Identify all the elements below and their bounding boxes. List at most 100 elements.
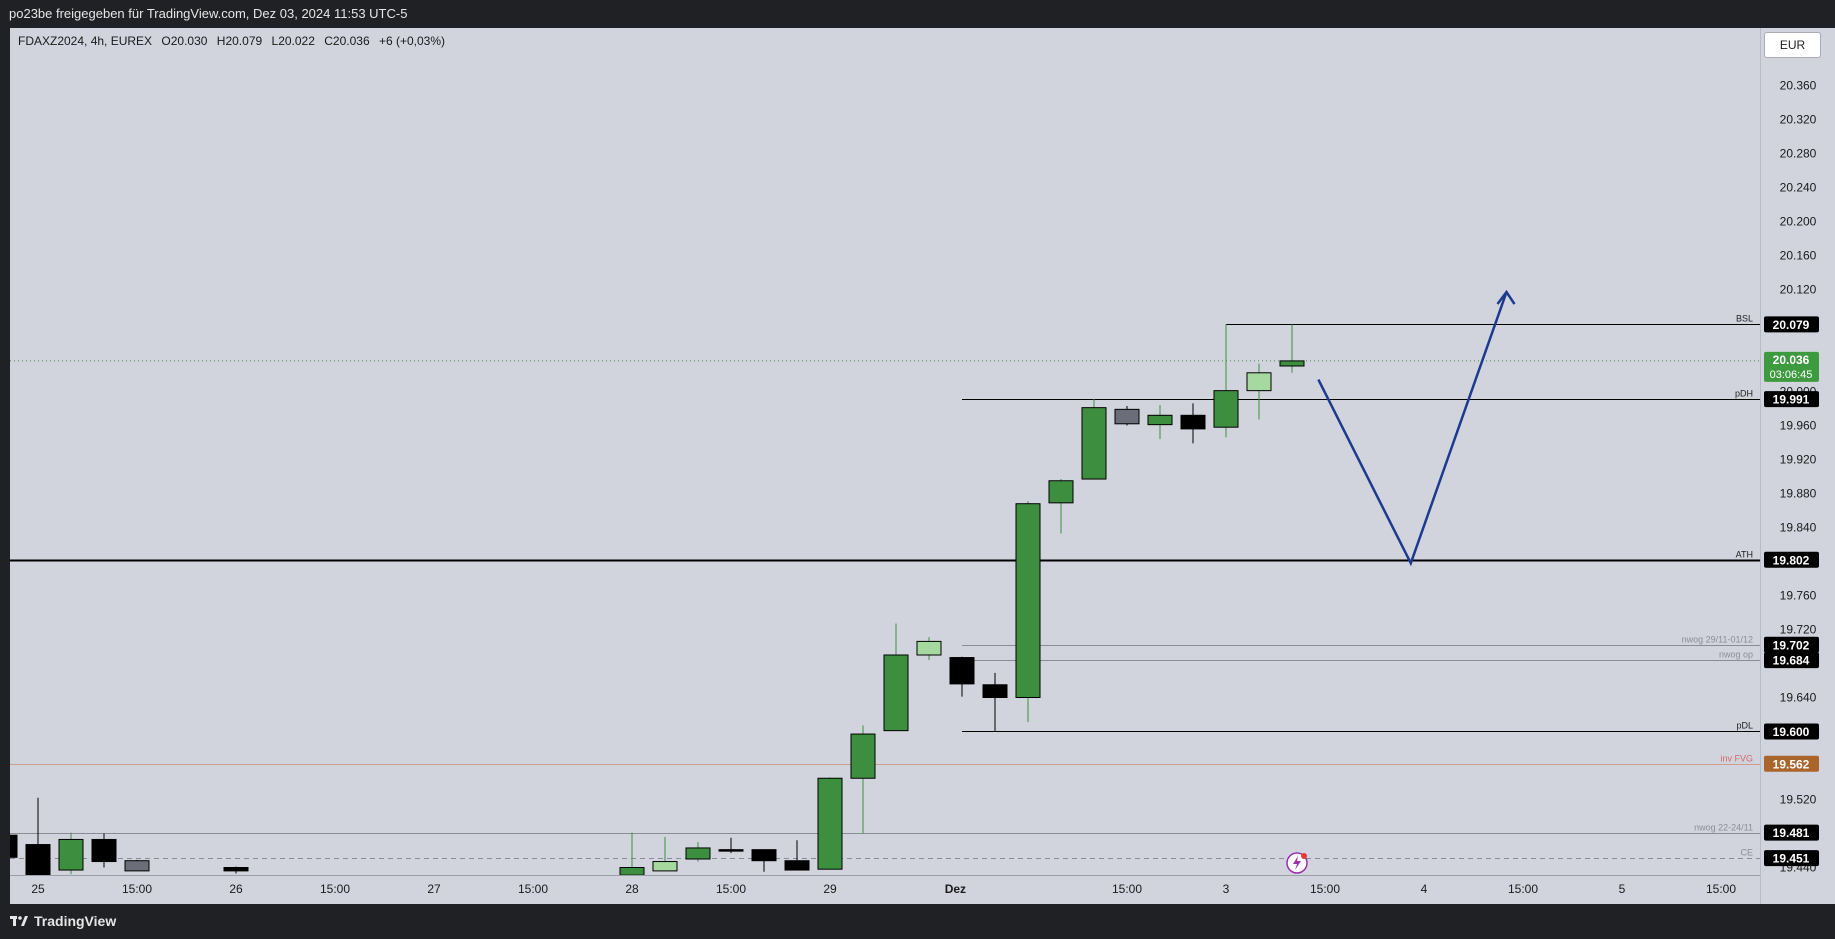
price-tick-label: 20.120 [1780,283,1817,297]
level-price-badge: 20.079 [1773,318,1810,332]
level-price-badge-bg [1764,850,1819,867]
level-label: pDH [1735,389,1753,399]
candle-body [619,867,645,875]
price-tick-label: 20.160 [1780,249,1817,263]
level-label: nwog 22-24/11 [1694,823,1753,833]
level-price-badge: 19.451 [1773,852,1810,866]
time-tick-label: 4 [1421,882,1428,896]
time-tick-label: 15:00 [1112,882,1142,896]
candle-body [751,849,777,862]
time-tick-label: 15:00 [320,882,350,896]
level-price-badge: 19.991 [1773,393,1810,407]
level-price-badge-bg [1764,316,1819,333]
level-price-badge: 19.481 [1773,826,1810,840]
time-tick-label: 15:00 [122,882,152,896]
chart-plot-area[interactable] [10,28,1760,904]
time-tick-label: 25 [31,882,45,896]
candle-body [1081,407,1107,480]
candle-body [25,844,51,875]
candle-body [1213,390,1239,428]
candle-body [91,838,117,863]
price-tick-label: 19.880 [1780,487,1817,501]
candle-body [652,861,678,872]
candle-body [1114,408,1140,425]
level-price-badge: 19.600 [1773,725,1810,739]
candle-body [1180,414,1206,430]
time-tick-label: 15:00 [1508,882,1538,896]
level-price-badge: 19.802 [1773,553,1810,567]
level-label: pDL [1736,721,1753,731]
level-price-badge-bg [1764,551,1819,568]
level-label: nwog 29/11-01/12 [1682,635,1753,645]
time-tick-label: 28 [625,882,639,896]
level-price-badge: 19.684 [1773,654,1810,668]
level-label: BSL [1736,314,1753,324]
currency-button[interactable]: EUR [1764,32,1821,58]
alert-dot-icon [1301,853,1307,859]
footer-brand: TradingView [34,913,117,929]
candle-body [982,684,1008,698]
plot-layer: BSL pDH ATH nwog 29/11-01/12 nwog op pDL inv F… [10,289,1760,875]
candle-body [223,867,249,872]
tradingview-icon [10,916,28,926]
candle-body [784,860,810,871]
lightning-icon[interactable] [1286,852,1308,874]
level-label: inv FVG [1720,754,1753,764]
footer-bar: TradingView [0,904,1835,939]
price-tick-label: 20.360 [1780,79,1817,93]
time-tick-label: 27 [427,882,441,896]
lightning-icon-bolt [1293,856,1301,870]
candle-body [124,860,150,872]
legend-change: +6 (+0,03%) [378,34,446,48]
level-label: nwog op [1719,650,1753,660]
candle-body [58,838,84,871]
level-price-badge-bg [1764,755,1819,772]
price-tick-label: 19.720 [1780,623,1817,637]
candle-body [1015,503,1041,699]
candle-body [883,654,909,732]
level-label: CE [1740,848,1753,858]
candle-body [10,834,18,858]
price-tick-label: 19.920 [1780,453,1817,467]
candle-body [1048,480,1074,504]
time-tick-label: 15:00 [518,882,548,896]
level-label: ATH [1736,550,1753,560]
legend-high: H20.079 [216,34,263,48]
price-tick-label: 20.320 [1780,113,1817,127]
price-tick-label: 19.960 [1780,419,1817,433]
price-tick-label: 19.640 [1780,691,1817,705]
time-tick-label: 3 [1223,882,1230,896]
projection-arrow [1317,291,1508,567]
price-tick-label: 19.520 [1780,793,1817,807]
candle-body [916,640,942,656]
time-tick-label: 15:00 [1706,882,1736,896]
price-tick-label: 19.840 [1780,521,1817,535]
last-price-badge-bg [1764,351,1819,382]
candle-body [685,847,711,860]
legend-open: O20.030 [161,34,208,48]
level-price-badge-bg [1764,652,1819,669]
legend-symbol: FDAXZ2024, 4h, EUREX [18,34,153,48]
candle-body [1246,372,1272,392]
price-tick-label: 20.240 [1780,181,1817,195]
candle-body [1279,360,1305,367]
symbol-legend: FDAXZ2024, 4h, EUREX O20.030 H20.079 L20… [18,34,451,48]
time-tick-label: 15:00 [1310,882,1340,896]
candle-body [1147,414,1173,426]
level-price-badge: 19.562 [1773,757,1810,771]
level-price-badge: 19.702 [1773,638,1810,652]
candle-body [949,657,975,685]
candle-body [850,733,876,779]
last-price-badge: 20.036 [1773,353,1810,367]
level-price-badge-bg [1764,824,1819,841]
candle-body [817,777,843,870]
tradingview-logo[interactable]: TradingView [10,913,116,929]
arrow-head [1496,289,1516,305]
time-tick-label: Dez [945,882,966,896]
price-tick-label: 19.760 [1780,589,1817,603]
time-tick-label: 15:00 [716,882,746,896]
legend-close: C20.036 [324,34,370,48]
time-tick-label: 5 [1619,882,1626,896]
share-title: po23be freigegeben für TradingView.com, … [9,6,408,21]
